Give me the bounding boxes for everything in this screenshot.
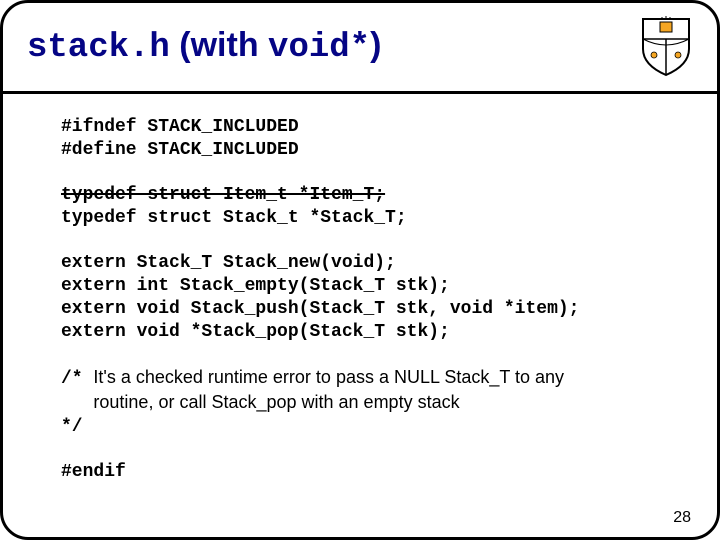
comment-text: routine, or call Stack_pop with an empty… <box>93 392 459 412</box>
title-stackh: stack.h <box>27 29 170 67</box>
slide-frame: stack.h (with void*) #ifndef STACK_INCLU… <box>0 0 720 540</box>
code-block-guards: #ifndef STACK_INCLUDED #define STACK_INC… <box>61 116 667 162</box>
struck-text: typedef struct Item_t *Item_T; <box>61 185 385 205</box>
title-voidstar: void* <box>268 29 370 67</box>
code-line: extern void *Stack_pop(Stack_T stk); <box>61 321 667 344</box>
comment-open: /* <box>61 369 93 389</box>
code-line: typedef struct Stack_t *Stack_T; <box>61 207 667 230</box>
title-with-open: (with <box>179 26 268 64</box>
slide-body: #ifndef STACK_INCLUDED #define STACK_INC… <box>3 94 717 484</box>
shield-icon <box>639 15 693 77</box>
comment-line: routine, or call Stack_pop with an empty… <box>61 391 667 416</box>
comment-text: It's a checked runtime error to pass a N… <box>93 367 564 387</box>
title-bar: stack.h (with void*) <box>3 3 717 94</box>
code-block-endif: #endif <box>61 461 667 484</box>
comment-close: */ <box>61 416 667 439</box>
code-line-struck: typedef struct Item_t *Item_T; <box>61 184 667 207</box>
slide-title: stack.h (with void*) <box>27 26 381 67</box>
code-block-typedefs: typedef struct Item_t *Item_T; typedef s… <box>61 184 667 230</box>
code-line: #ifndef STACK_INCLUDED <box>61 116 667 139</box>
code-line: extern void Stack_push(Stack_T stk, void… <box>61 298 667 321</box>
comment-line: /* It's a checked runtime error to pass … <box>61 366 667 391</box>
code-block-comment: /* It's a checked runtime error to pass … <box>61 366 667 439</box>
page-number: 28 <box>673 509 691 527</box>
code-line: extern int Stack_empty(Stack_T stk); <box>61 275 667 298</box>
code-line: #define STACK_INCLUDED <box>61 139 667 162</box>
code-line: #endif <box>61 461 667 484</box>
code-block-externs: extern Stack_T Stack_new(void); extern i… <box>61 252 667 344</box>
code-line: extern Stack_T Stack_new(void); <box>61 252 667 275</box>
title-close-paren: ) <box>370 26 381 64</box>
